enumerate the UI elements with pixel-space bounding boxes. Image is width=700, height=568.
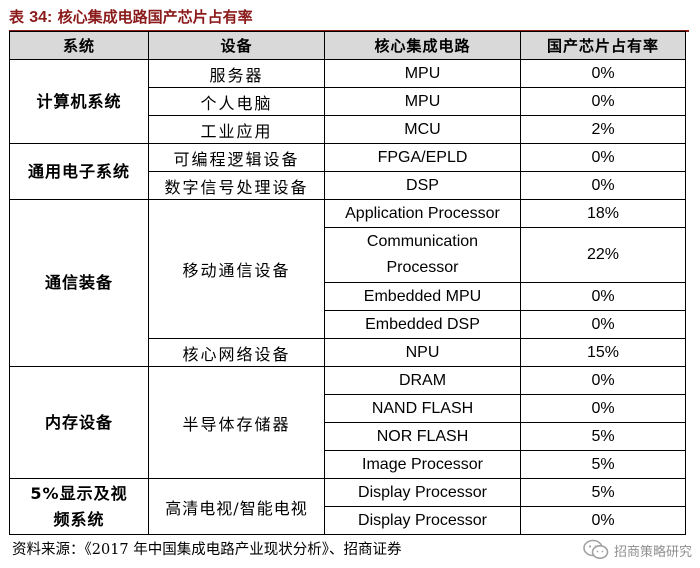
device-cell: 工业应用: [148, 115, 325, 144]
system-cell: 通信装备: [9, 199, 149, 367]
header-core-ic: 核心集成电路: [324, 31, 521, 60]
system-cell: 通用电子系统: [9, 143, 149, 200]
header-domestic-share: 国产芯片占有率: [520, 31, 686, 60]
ic-cell: Image Processor: [324, 450, 521, 479]
ic-cell: MCU: [324, 115, 521, 144]
ic-cell: Application Processor: [324, 199, 521, 228]
ic-cell: Display Processor: [324, 506, 521, 535]
table-row: NOR FLASH 5%: [10, 422, 686, 451]
table-title-prefix: 表: [9, 8, 25, 26]
share-cell: 22%: [520, 227, 686, 283]
table-row: 通信装备 移动通信设备 Application Processor 18%: [9, 199, 686, 367]
watermark: 招商策略研究: [583, 536, 692, 564]
table-row: Communication Processor 22%: [10, 227, 686, 283]
table-row: Embedded MPU 0%: [10, 282, 686, 311]
ic-cell: NOR FLASH: [324, 422, 521, 451]
ic-cell: NAND FLASH: [324, 394, 521, 423]
table-title: 表 34: 核心集成电路国产芯片占有率: [9, 4, 253, 30]
table-row: 通用电子系统 可编程逻辑设备 FPGA/EPLD 0%: [9, 143, 686, 200]
share-cell: 18%: [520, 199, 686, 228]
share-cell: 5%: [520, 422, 686, 451]
wechat-icon: [583, 539, 609, 561]
system-cell: 内存设备: [9, 366, 149, 479]
system-cell: 5%显示及视频系统: [9, 478, 149, 535]
ic-cell: MPU: [324, 59, 521, 88]
source-note: 资料来源：《2017 年中国集成电路产业现状分析》、招商证券: [12, 542, 402, 558]
ic-cell: Communication Processor: [324, 227, 521, 283]
share-cell: 2%: [520, 115, 686, 144]
header-system: 系统: [9, 31, 149, 60]
ic-cell: Embedded DSP: [324, 310, 521, 339]
table-row: Display Processor 0%: [10, 506, 686, 535]
table-title-number: 34:: [29, 9, 53, 26]
ic-cell: DSP: [324, 171, 521, 200]
device-cell: 核心网络设备: [148, 338, 325, 367]
ic-cell: Display Processor: [324, 478, 521, 507]
table-row: 数字信号处理设备 DSP 0%: [10, 171, 686, 200]
device-cell: 移动通信设备: [148, 199, 325, 339]
table-row: 5%显示及视频系统 高清电视/智能电视 Display Processor 5%: [9, 478, 686, 535]
device-cell: 数字信号处理设备: [148, 171, 325, 200]
ic-cell: MPU: [324, 87, 521, 116]
device-cell: 个人电脑: [148, 87, 325, 116]
table-row: Embedded DSP 0%: [10, 310, 686, 339]
table-row: 核心网络设备 NPU 15%: [10, 338, 686, 367]
system-cell: 计算机系统: [9, 59, 149, 144]
watermark-text: 招商策略研究: [613, 544, 692, 560]
share-cell: 0%: [520, 282, 686, 311]
share-cell: 0%: [520, 366, 686, 395]
ic-cell: NPU: [324, 338, 521, 367]
table-header-row: 系统 设备 核心集成电路 国产芯片占有率: [9, 31, 686, 60]
table-title-text: 核心集成电路国产芯片占有率: [57, 8, 253, 26]
ic-cell: Embedded MPU: [324, 282, 521, 311]
table-row: 内存设备 半导体存储器 DRAM 0%: [9, 366, 686, 479]
table-row: 个人电脑 MPU 0%: [10, 87, 686, 116]
device-cell: 半导体存储器: [148, 366, 325, 479]
share-cell: 0%: [520, 87, 686, 116]
ic-cell: DRAM: [324, 366, 521, 395]
share-cell: 0%: [520, 171, 686, 200]
table-row: 计算机系统 服务器 MPU 0%: [9, 59, 686, 144]
device-cell: 可编程逻辑设备: [148, 143, 325, 172]
header-device: 设备: [148, 31, 325, 60]
table-row: 工业应用 MCU 2%: [10, 115, 686, 144]
table-row: NAND FLASH 0%: [10, 394, 686, 423]
device-cell: 服务器: [148, 59, 325, 88]
share-cell: 0%: [520, 506, 686, 535]
share-cell: 15%: [520, 338, 686, 367]
device-cell: 高清电视/智能电视: [148, 478, 325, 535]
share-cell: 0%: [520, 143, 686, 172]
ic-cell: FPGA/EPLD: [324, 143, 521, 172]
share-cell: 0%: [520, 394, 686, 423]
share-cell: 5%: [520, 478, 686, 507]
share-cell: 0%: [520, 59, 686, 88]
share-cell: 5%: [520, 450, 686, 479]
chip-share-table: 系统 设备 核心集成电路 国产芯片占有率 计算机系统 服务器 MPU 0% 个人…: [9, 31, 686, 535]
share-cell: 0%: [520, 310, 686, 339]
